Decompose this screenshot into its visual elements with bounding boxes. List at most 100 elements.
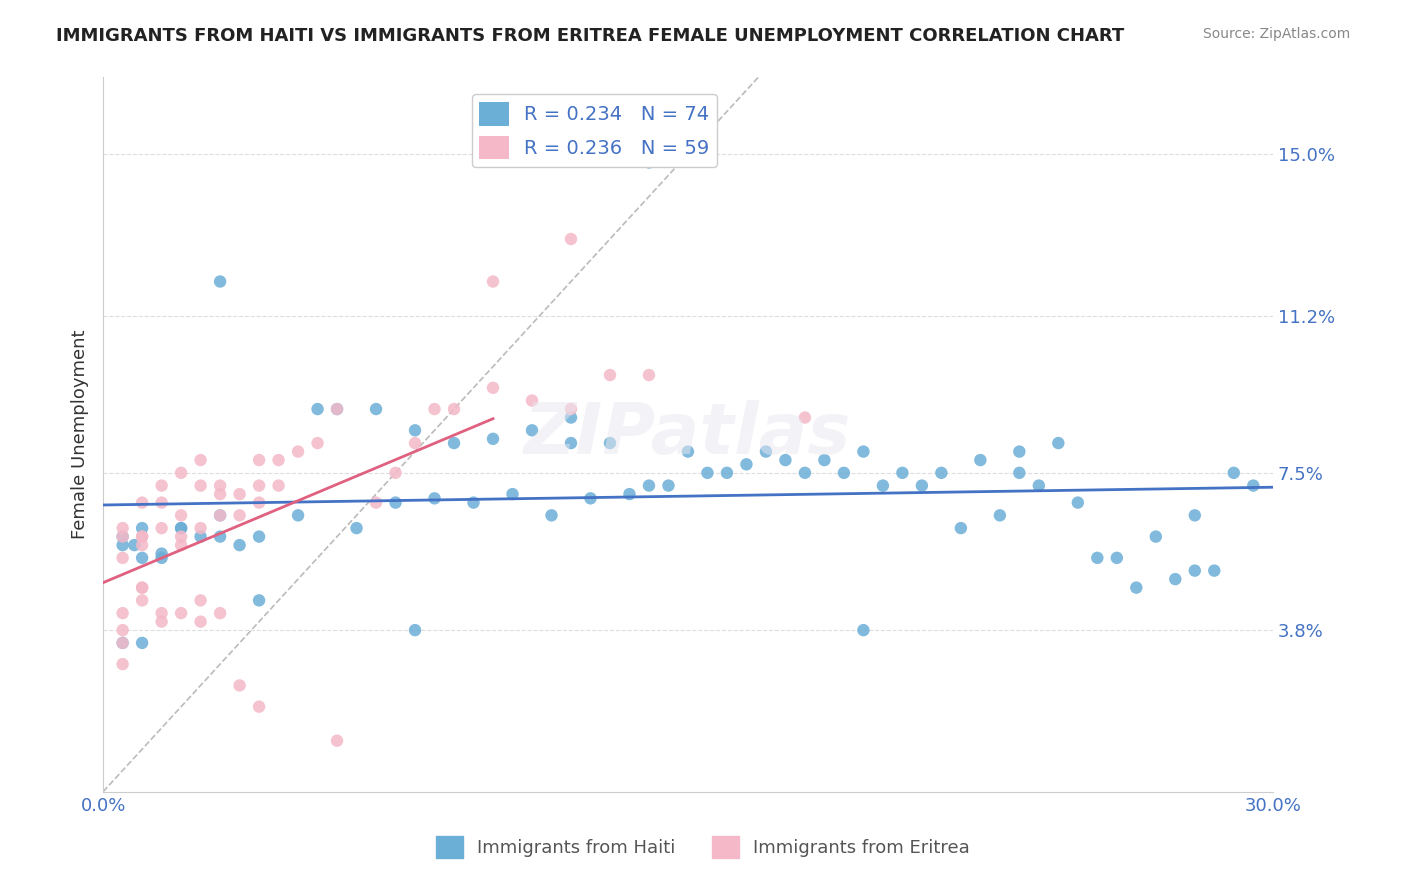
Point xyxy=(852,623,875,637)
Point xyxy=(696,466,718,480)
Point xyxy=(209,508,232,523)
Point xyxy=(170,538,193,552)
Point xyxy=(793,410,815,425)
Point xyxy=(638,478,661,492)
Point xyxy=(150,550,173,565)
Point xyxy=(540,508,562,523)
Point xyxy=(676,444,699,458)
Point xyxy=(1223,466,1246,480)
Point xyxy=(599,436,621,450)
Point xyxy=(209,606,232,620)
Point xyxy=(1028,478,1050,492)
Legend: Immigrants from Haiti, Immigrants from Eritrea: Immigrants from Haiti, Immigrants from E… xyxy=(429,829,977,865)
Point xyxy=(716,466,738,480)
Point xyxy=(1204,564,1226,578)
Point xyxy=(638,155,661,169)
Point xyxy=(131,495,153,509)
Point xyxy=(150,606,173,620)
Point xyxy=(638,368,661,382)
Point xyxy=(988,508,1011,523)
Point xyxy=(150,615,173,629)
Point xyxy=(443,402,465,417)
Point xyxy=(1085,550,1108,565)
Point xyxy=(247,495,270,509)
Point xyxy=(404,436,426,450)
Point xyxy=(599,368,621,382)
Point xyxy=(190,530,212,544)
Point xyxy=(560,410,582,425)
Point xyxy=(111,550,134,565)
Point xyxy=(209,487,232,501)
Point xyxy=(150,547,173,561)
Point xyxy=(247,453,270,467)
Point xyxy=(384,466,406,480)
Point xyxy=(111,623,134,637)
Point xyxy=(560,402,582,417)
Point xyxy=(1008,444,1031,458)
Point xyxy=(619,487,641,501)
Point xyxy=(326,402,349,417)
Point xyxy=(482,432,505,446)
Point xyxy=(190,521,212,535)
Point xyxy=(364,495,387,509)
Point xyxy=(560,436,582,450)
Point xyxy=(793,466,815,480)
Point xyxy=(111,636,134,650)
Point xyxy=(247,699,270,714)
Point xyxy=(228,487,250,501)
Point xyxy=(813,453,835,467)
Point xyxy=(832,466,855,480)
Point xyxy=(150,521,173,535)
Point xyxy=(209,275,232,289)
Point xyxy=(1125,581,1147,595)
Point xyxy=(209,530,232,544)
Point xyxy=(502,487,524,501)
Point xyxy=(969,453,991,467)
Point xyxy=(131,530,153,544)
Point xyxy=(1241,478,1264,492)
Point xyxy=(852,444,875,458)
Point xyxy=(911,478,934,492)
Point xyxy=(170,508,193,523)
Point xyxy=(150,495,173,509)
Point xyxy=(872,478,894,492)
Point xyxy=(463,495,485,509)
Point xyxy=(949,521,972,535)
Point xyxy=(482,275,505,289)
Point xyxy=(482,381,505,395)
Point xyxy=(131,581,153,595)
Point xyxy=(131,593,153,607)
Point xyxy=(423,491,446,506)
Point xyxy=(131,550,153,565)
Point xyxy=(111,530,134,544)
Point xyxy=(1047,436,1070,450)
Point xyxy=(228,508,250,523)
Point xyxy=(443,436,465,450)
Point xyxy=(755,444,778,458)
Point xyxy=(287,444,309,458)
Point xyxy=(657,478,679,492)
Point xyxy=(150,478,173,492)
Point xyxy=(190,593,212,607)
Point xyxy=(131,521,153,535)
Text: Source: ZipAtlas.com: Source: ZipAtlas.com xyxy=(1202,27,1350,41)
Point xyxy=(775,453,797,467)
Y-axis label: Female Unemployment: Female Unemployment xyxy=(72,330,89,540)
Point xyxy=(560,232,582,246)
Point xyxy=(131,581,153,595)
Point xyxy=(423,402,446,417)
Point xyxy=(170,521,193,535)
Point xyxy=(131,636,153,650)
Point xyxy=(170,466,193,480)
Point xyxy=(247,530,270,544)
Point xyxy=(190,478,212,492)
Point xyxy=(124,538,146,552)
Point xyxy=(170,530,193,544)
Point xyxy=(931,466,953,480)
Point xyxy=(1144,530,1167,544)
Point xyxy=(111,636,134,650)
Point xyxy=(579,491,602,506)
Point xyxy=(111,521,134,535)
Point xyxy=(247,593,270,607)
Point xyxy=(190,453,212,467)
